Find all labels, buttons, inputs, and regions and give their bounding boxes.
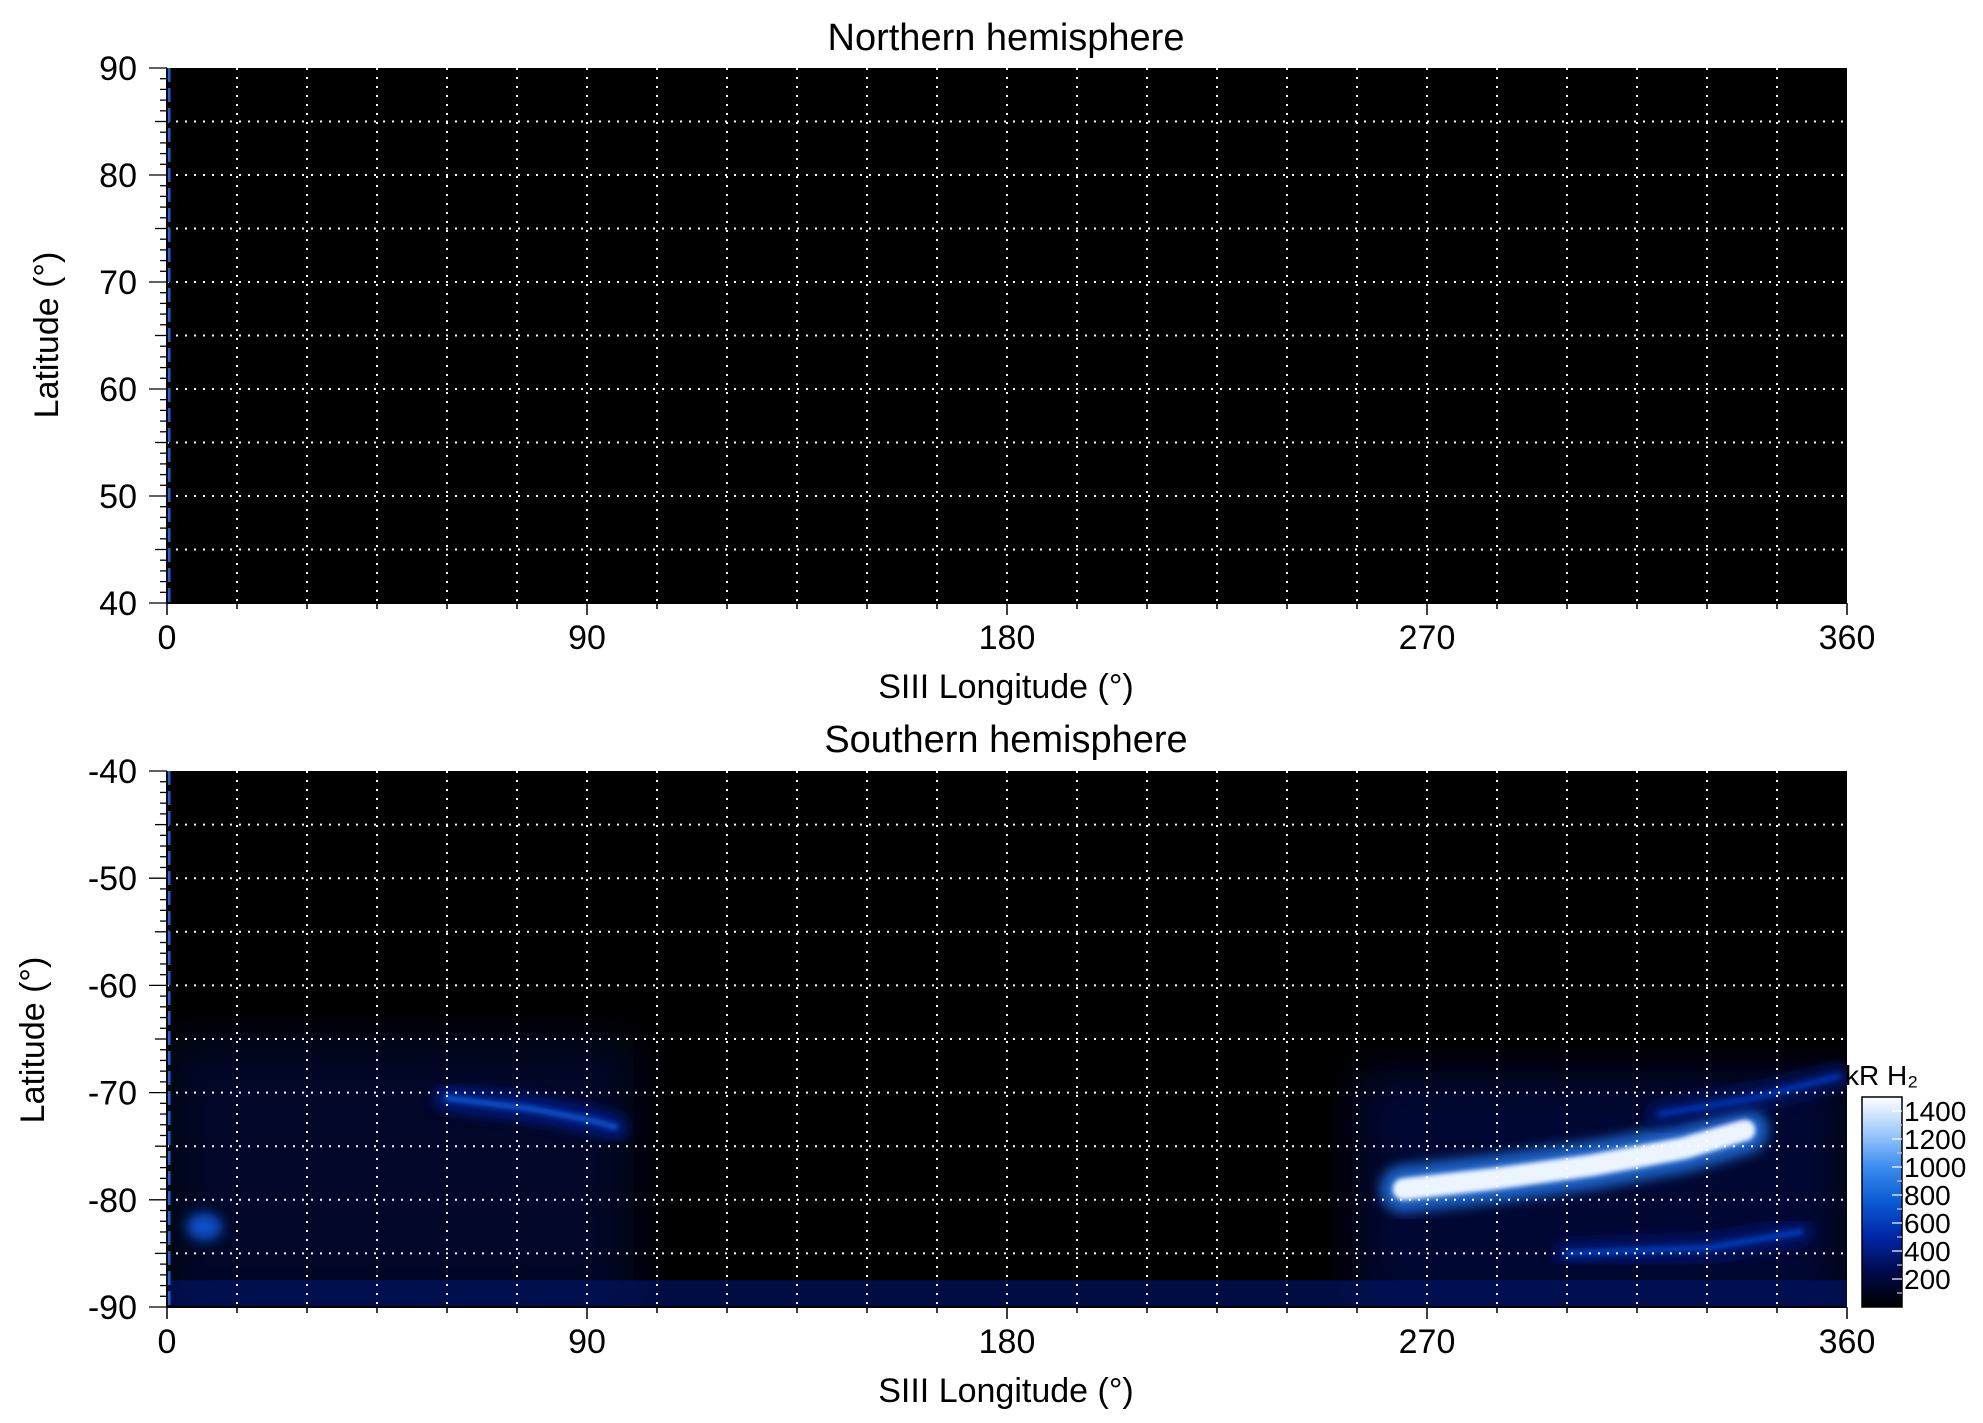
chart-northern-hemisphere: 0 90 180 270 360 40 50 60 70 80 90 Northern hemisp… <box>28 17 1875 706</box>
colorbar-tick-label: 800 <box>1904 1180 1951 1211</box>
axes: 0 90 180 270 360 -90 -80 -70 -60 -50 -40 <box>88 753 1876 1361</box>
y-axis-label: Latitude (°) <box>14 957 52 1124</box>
y-tick-label: -80 <box>88 1182 137 1220</box>
chart-title: Northern hemisphere <box>828 17 1185 59</box>
grid-lines <box>167 771 1847 1307</box>
aurora-arc <box>444 1095 618 1130</box>
y-tick-label: -60 <box>88 967 137 1005</box>
axes: 0 90 180 270 360 40 50 60 70 80 90 <box>99 50 1875 657</box>
colorbar-tick-label: 400 <box>1904 1236 1951 1267</box>
colorbar-tick-label: 1200 <box>1904 1124 1966 1155</box>
y-tick-label: 40 <box>99 585 137 623</box>
y-axis-label: Latitude (°) <box>28 252 66 419</box>
x-axis-label: SIII Longitude (°) <box>878 668 1134 706</box>
colorbar-tick-label: 1000 <box>1904 1152 1966 1183</box>
y-tick-label: 60 <box>99 371 137 409</box>
colorbar-tick-label: 1400 <box>1904 1096 1966 1127</box>
x-tick-label: 90 <box>568 1323 606 1361</box>
x-tick-label: 180 <box>979 619 1036 657</box>
y-tick-label: 50 <box>99 478 137 516</box>
colorbar-tick-label: 600 <box>1904 1208 1951 1239</box>
x-tick-label: 0 <box>158 1323 177 1361</box>
y-tick-label: -50 <box>88 860 137 898</box>
x-tick-label: 180 <box>979 1323 1036 1361</box>
chart-title: Southern hemisphere <box>824 719 1187 761</box>
grid-lines <box>167 68 1847 603</box>
colorbar-fill <box>1861 1096 1903 1308</box>
y-tick-label: 80 <box>99 157 137 195</box>
y-tick-label: -40 <box>88 753 137 791</box>
y-tick-label: -70 <box>88 1075 137 1113</box>
x-tick-label: 360 <box>1819 1323 1876 1361</box>
y-tick-label: -90 <box>88 1289 137 1327</box>
x-axis-label: SIII Longitude (°) <box>878 1372 1134 1410</box>
aurora-arc <box>1392 1119 1756 1201</box>
y-tick-label: 70 <box>99 264 137 302</box>
colorbar-label: kR H₂ <box>1845 1060 1918 1091</box>
aurora-spot <box>186 1212 223 1241</box>
x-tick-label: 270 <box>1399 1323 1456 1361</box>
y-tick-label: 90 <box>99 50 137 88</box>
x-tick-label: 90 <box>568 619 606 657</box>
aurora-arc <box>1657 1073 1841 1117</box>
x-tick-label: 360 <box>1819 619 1876 657</box>
x-tick-label: 270 <box>1399 619 1456 657</box>
x-tick-label: 0 <box>158 619 177 657</box>
diffuse-emission <box>167 1039 634 1307</box>
chart-southern-hemisphere: 0 90 180 270 360 -90 -80 -70 -60 -50 -40 Southern … <box>14 719 1875 1410</box>
colorbar-tick-label: 200 <box>1904 1264 1951 1295</box>
